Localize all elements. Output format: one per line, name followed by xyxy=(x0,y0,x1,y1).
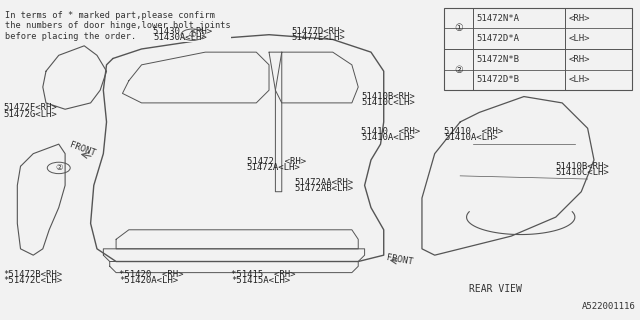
Text: 51410C<LH>: 51410C<LH> xyxy=(556,168,609,177)
Text: *51420  <RH>: *51420 <RH> xyxy=(119,270,184,279)
Text: 51410C<LH>: 51410C<LH> xyxy=(362,99,415,108)
Text: ①: ① xyxy=(189,30,196,39)
Text: 51410A<LH>: 51410A<LH> xyxy=(444,133,498,142)
Text: 51410  <RH>: 51410 <RH> xyxy=(362,127,420,136)
Text: 51472A<LH>: 51472A<LH> xyxy=(246,164,300,172)
Text: 51477D<RH>: 51477D<RH> xyxy=(291,27,345,36)
Text: 51410A<LH>: 51410A<LH> xyxy=(362,133,415,142)
Text: *51415A<LH>: *51415A<LH> xyxy=(231,276,290,285)
Text: <LH>: <LH> xyxy=(568,34,590,43)
Text: FRONT: FRONT xyxy=(386,253,413,267)
Text: 51472G<LH>: 51472G<LH> xyxy=(3,109,57,118)
Text: ①: ① xyxy=(454,23,463,33)
Text: 51472D*B: 51472D*B xyxy=(476,76,519,84)
Text: REAR VIEW: REAR VIEW xyxy=(468,284,522,294)
Text: *51420A<LH>: *51420A<LH> xyxy=(119,276,179,285)
Text: In terms of * marked part,please confirm
the numbers of door hinge,lower bolt jo: In terms of * marked part,please confirm… xyxy=(4,11,230,41)
Text: 51472F<RH>: 51472F<RH> xyxy=(3,103,57,112)
Text: 51472  <RH>: 51472 <RH> xyxy=(246,157,306,166)
Bar xyxy=(444,8,632,90)
Text: 51430A<LH>: 51430A<LH> xyxy=(153,33,207,42)
Text: A522001116: A522001116 xyxy=(582,302,636,311)
Text: 51430  <RH>: 51430 <RH> xyxy=(153,27,212,36)
Text: 51472N*B: 51472N*B xyxy=(476,55,519,64)
Text: 51472N*A: 51472N*A xyxy=(476,13,519,22)
Text: *51415  <RH>: *51415 <RH> xyxy=(231,270,295,279)
Text: 51410  <RH>: 51410 <RH> xyxy=(444,127,504,136)
Text: <RH>: <RH> xyxy=(568,55,590,64)
Text: 51472AB<LH>: 51472AB<LH> xyxy=(294,184,354,193)
Text: <LH>: <LH> xyxy=(568,76,590,84)
Text: ②: ② xyxy=(55,164,63,172)
Text: *51472C<LH>: *51472C<LH> xyxy=(3,276,63,285)
Text: 51472AA<RH>: 51472AA<RH> xyxy=(294,178,354,187)
Text: 51472D*A: 51472D*A xyxy=(476,34,519,43)
Text: 51410B<RH>: 51410B<RH> xyxy=(362,92,415,101)
Text: ②: ② xyxy=(454,65,463,75)
Text: 51477E<LH>: 51477E<LH> xyxy=(291,33,345,42)
Text: <RH>: <RH> xyxy=(568,13,590,22)
Text: FRONT: FRONT xyxy=(68,140,97,158)
Text: *51472B<RH>: *51472B<RH> xyxy=(3,270,63,279)
Text: 51410B<RH>: 51410B<RH> xyxy=(556,162,609,171)
